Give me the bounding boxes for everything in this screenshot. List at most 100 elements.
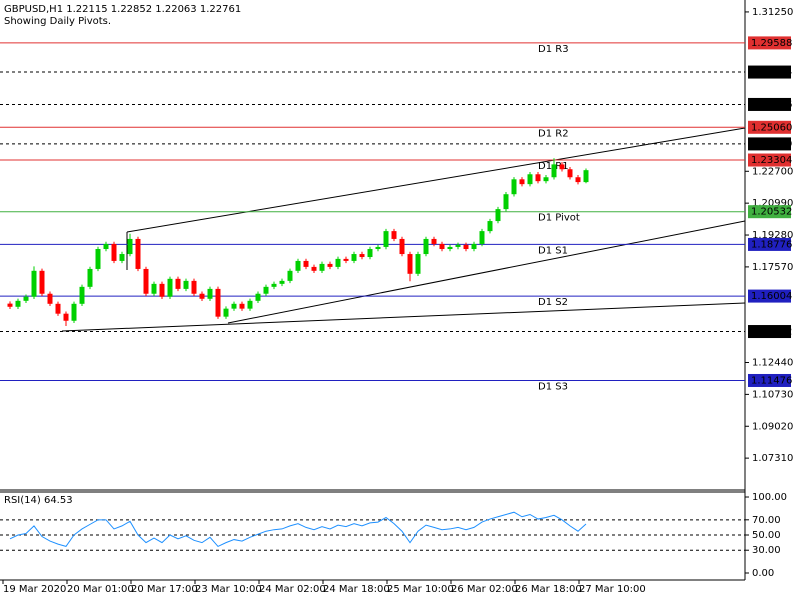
candle-body	[215, 288, 221, 317]
candle-body	[479, 231, 485, 244]
candle-body	[127, 238, 133, 255]
candle-body	[383, 231, 389, 247]
candle-body	[47, 293, 53, 304]
candle-body	[31, 270, 37, 297]
price-tag	[748, 97, 791, 111]
price-tag-label: 1.28024	[751, 67, 792, 78]
price-tag	[748, 205, 791, 219]
y-tick-label: 1.09020	[752, 421, 793, 432]
candle-body	[495, 209, 501, 222]
level-name: D1 R2	[538, 128, 569, 139]
candle-body	[63, 313, 69, 321]
candle-body	[447, 246, 453, 250]
candle-body	[175, 278, 181, 289]
rsi-tick-label: 30.00	[752, 545, 781, 556]
level-name: D1 S3	[538, 381, 568, 392]
rsi-tick-label: 100.00	[752, 492, 787, 503]
time-label: 25 Mar 10:00	[387, 584, 454, 595]
candle-body	[551, 164, 557, 178]
candle-body	[343, 258, 349, 261]
candle-body	[279, 280, 285, 284]
candle-body	[167, 278, 173, 297]
candle-body	[71, 303, 77, 321]
candle-body	[399, 238, 405, 255]
candle-body	[151, 283, 157, 294]
price-tag-label: 1.16004	[751, 291, 792, 302]
candle-body	[319, 263, 325, 271]
price-tag	[748, 137, 791, 151]
rsi-tick-label: 0.00	[752, 568, 774, 579]
time-label: 20 Mar 01:00	[67, 584, 134, 595]
candle-body	[7, 303, 13, 307]
candle-body	[583, 170, 589, 183]
price-tag	[748, 237, 791, 251]
candle-body	[375, 246, 381, 250]
time-label: 19 Mar 2020	[3, 584, 66, 595]
rsi-line	[9, 511, 587, 548]
y-tick-label: 1.07310	[752, 453, 793, 464]
candle-body	[575, 177, 581, 183]
candle-body	[543, 177, 549, 182]
time-label: 20 Mar 17:00	[131, 584, 198, 595]
candle-body	[519, 179, 525, 185]
price-tag-label: 1.26286	[751, 99, 792, 110]
candle-body	[119, 254, 125, 261]
time-label: 24 Mar 18:00	[323, 584, 390, 595]
candle-body	[335, 258, 341, 267]
candle-body	[431, 238, 437, 244]
candle-body	[247, 300, 253, 309]
candle-body	[303, 260, 309, 267]
level-name: D1 S1	[538, 245, 568, 256]
candle-body	[23, 296, 29, 301]
price-tag-label: 1.14102	[751, 327, 792, 338]
time-label: 26 Mar 02:00	[451, 584, 518, 595]
candle-body	[239, 303, 245, 309]
y-tick-label: 1.22700	[752, 166, 793, 177]
price-tag-label: 1.11476	[751, 375, 792, 386]
candle-body	[415, 254, 421, 274]
price-tag-label: 1.29588	[751, 38, 792, 49]
candle-body	[351, 254, 357, 261]
trend-lines	[61, 127, 746, 332]
candle-body	[463, 244, 469, 250]
candle-body	[503, 194, 509, 210]
price-tag	[748, 153, 791, 167]
candle-body	[327, 263, 333, 267]
candle-body	[191, 280, 197, 294]
y-tick-label: 1.17570	[752, 262, 793, 273]
price-tag-label: 1.23304	[751, 155, 792, 166]
price-tag	[748, 373, 791, 387]
candle-body	[487, 221, 493, 232]
price-tag-label: 1.24169	[751, 139, 792, 150]
candle-body	[143, 268, 149, 294]
candle-body	[103, 243, 109, 250]
rsi-tick-label: 50.00	[752, 530, 781, 541]
candle-body	[455, 244, 461, 247]
candle-body	[15, 300, 21, 307]
candle-body	[391, 231, 397, 239]
candle-body	[359, 254, 365, 258]
candle-body	[511, 179, 517, 195]
channel-upper	[126, 127, 746, 233]
price-tag-label: 1.25060	[751, 122, 792, 133]
candle-body	[111, 243, 117, 261]
rsi-tick-label: 70.00	[752, 515, 781, 526]
rsi-title: RSI(14) 64.53	[4, 495, 73, 506]
candle-body	[567, 169, 573, 178]
candle-body	[79, 286, 85, 304]
channel-lower	[227, 220, 746, 324]
price-tag-label: 1.20532	[751, 207, 792, 218]
time-label: 24 Mar 02:00	[259, 584, 326, 595]
y-tick-label: 1.12440	[752, 358, 793, 369]
candle-body	[559, 164, 565, 170]
price-tag	[748, 120, 791, 134]
candle-body	[471, 243, 477, 250]
chart-subtitle: Showing Daily Pivots.	[4, 16, 111, 27]
candle-body	[183, 280, 189, 289]
candle-body	[95, 249, 101, 269]
price-tag	[748, 289, 791, 303]
candle-body	[39, 270, 45, 294]
candle-body	[159, 283, 165, 297]
candle-body	[207, 288, 213, 299]
